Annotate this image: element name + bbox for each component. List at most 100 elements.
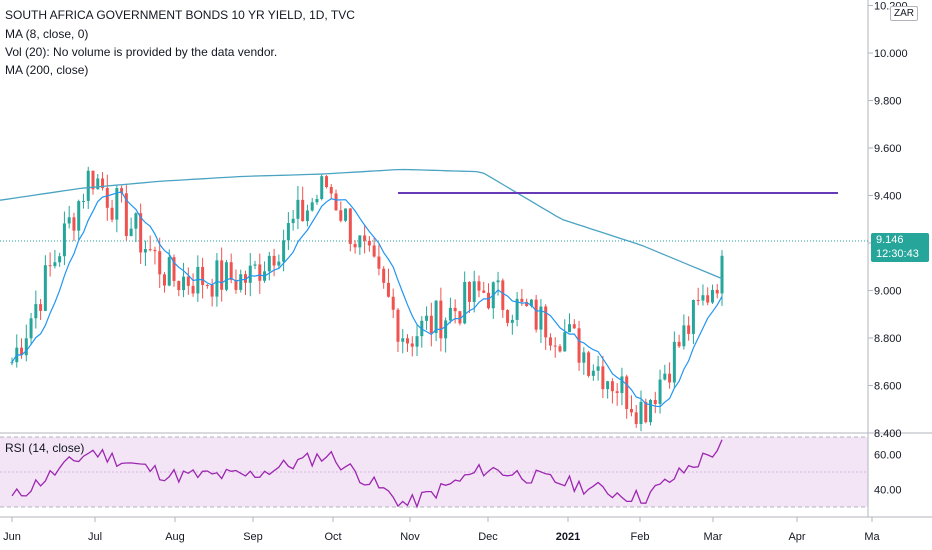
candle-body — [386, 282, 390, 297]
y-tick-label: 9.800 — [874, 96, 902, 108]
candle-body — [191, 285, 195, 294]
candle-body — [305, 210, 309, 222]
candle-body — [720, 255, 724, 294]
candle-body — [582, 352, 586, 363]
candle-body — [644, 401, 648, 423]
candle-body — [482, 290, 486, 293]
rsi-tick-label: 60.00 — [874, 450, 902, 462]
candle-body — [520, 298, 524, 302]
candle-body — [158, 251, 162, 275]
candle-body — [653, 399, 657, 404]
candle-body — [715, 289, 719, 294]
y-tick-label: 9.400 — [874, 191, 902, 203]
y-tick-label: 10.000 — [874, 48, 908, 60]
candle-body — [501, 280, 505, 311]
candle-body — [310, 202, 314, 211]
candle-body — [77, 201, 81, 231]
candle-body — [248, 265, 252, 283]
candle-body — [525, 301, 529, 307]
ma8-line — [11, 191, 723, 408]
candle-body — [148, 249, 152, 251]
candle-body — [382, 268, 386, 283]
candle-body — [291, 218, 295, 224]
candle-body — [434, 300, 438, 333]
candle-body — [229, 262, 233, 280]
candle-body — [234, 279, 238, 290]
candle-body — [324, 176, 328, 188]
rsi-legend: RSI (14, close) — [5, 441, 85, 455]
candle-body — [615, 391, 619, 393]
x-tick-label: 2021 — [556, 531, 580, 543]
candle-body — [91, 170, 95, 190]
candle-body — [529, 299, 533, 307]
x-tick-label: Jun — [3, 531, 21, 543]
candle-body — [534, 299, 538, 330]
candle-body — [453, 307, 457, 312]
candle-body — [377, 256, 381, 269]
candle-body — [701, 295, 705, 301]
candle-body — [210, 285, 214, 297]
candle-body — [348, 208, 352, 244]
candle-body — [129, 228, 133, 237]
candle-body — [710, 289, 714, 303]
candle-body — [706, 295, 710, 303]
last-price-label: 9.146 12:30:43 — [871, 233, 929, 262]
candle-body — [682, 325, 686, 347]
candle-body — [677, 341, 681, 347]
candle-body — [658, 379, 662, 404]
candle-body — [472, 281, 476, 302]
candle-body — [496, 280, 500, 283]
candle-body — [143, 249, 147, 253]
candle-body — [62, 223, 66, 257]
candle-body — [296, 199, 300, 219]
candle-body — [591, 370, 595, 376]
candle-body — [463, 281, 467, 324]
candle-body — [43, 265, 47, 311]
candle-body — [606, 381, 610, 390]
candle-body — [224, 262, 228, 290]
candle-body — [39, 304, 43, 311]
candle-body — [110, 207, 114, 220]
candle-body — [186, 276, 190, 286]
candle-body — [67, 217, 71, 224]
y-tick-label: 8.800 — [874, 333, 902, 345]
candle-body — [253, 264, 257, 266]
candle-body — [101, 178, 105, 189]
candle-body — [172, 257, 176, 281]
x-tick-label: Ma — [864, 531, 880, 543]
candle-body — [353, 243, 357, 248]
y-tick-label: 8.600 — [874, 381, 902, 393]
candle-body — [444, 320, 448, 339]
candle-body — [267, 255, 271, 272]
candle-body — [539, 306, 543, 330]
candle-body — [448, 307, 452, 321]
candle-body — [487, 292, 491, 309]
currency-badge[interactable]: ZAR — [890, 6, 918, 21]
candle-body — [96, 178, 100, 190]
candle-body — [601, 366, 605, 390]
candle-body — [696, 299, 700, 301]
x-tick-label: Feb — [631, 531, 650, 543]
candle-body — [24, 338, 28, 356]
x-tick-label: Nov — [400, 531, 420, 543]
y-tick-label: 9.000 — [874, 286, 902, 298]
x-tick-label: Mar — [704, 531, 723, 543]
candle-body — [620, 376, 624, 393]
rsi-axis-ticks: 40.00 60.00 — [874, 450, 902, 497]
candle-body — [282, 240, 286, 262]
candle-body — [220, 260, 224, 290]
candle-body — [467, 281, 471, 302]
last-price-value: 9.146 — [876, 234, 904, 246]
candle-body — [596, 366, 600, 371]
ma200-line — [0, 168, 723, 280]
candle-body — [86, 170, 90, 201]
x-tick-label: Aug — [165, 531, 185, 543]
candle-body — [439, 300, 443, 339]
candle-body — [139, 213, 143, 253]
candle-body — [515, 298, 519, 320]
candle-body — [205, 284, 209, 286]
candle-body — [634, 412, 638, 424]
rsi-line — [11, 439, 723, 509]
candle-body — [687, 325, 691, 334]
